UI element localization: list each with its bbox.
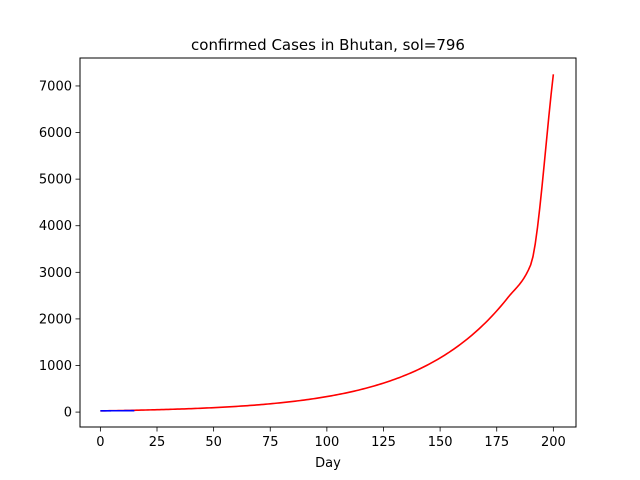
y-tick-label: 5000 [39, 173, 72, 188]
y-tick-label: 7000 [39, 79, 72, 94]
series-line-0 [100, 74, 555, 412]
x-tick-label: 200 [541, 435, 566, 450]
y-tick-label: 3000 [39, 266, 72, 281]
x-tick-label: 25 [149, 435, 166, 450]
x-tick-label: 150 [428, 435, 453, 450]
y-tick-label: 4000 [39, 219, 72, 234]
plot-area [100, 74, 555, 412]
x-tick-label: 100 [314, 435, 339, 450]
y-tick-label: 0 [64, 406, 72, 421]
x-tick-label: 0 [96, 435, 104, 450]
y-tick-label: 6000 [39, 126, 72, 141]
y-tick-label: 2000 [39, 312, 72, 327]
x-tick-label: 175 [484, 435, 509, 450]
plot-frame [79, 57, 577, 428]
x-tick-label: 50 [205, 435, 222, 450]
x-tick-label: 125 [371, 435, 396, 450]
y-axis: 0 1000 2000 3000 4000 5000 6000 7000 [39, 79, 80, 421]
chart-title: confirmed Cases in Bhutan, sol=796 [191, 36, 465, 54]
x-axis-label: Day [315, 456, 341, 471]
y-tick-label: 1000 [39, 359, 72, 374]
x-axis: 0 25 50 75 100 125 150 175 200 [96, 427, 566, 450]
x-tick-label: 75 [262, 435, 279, 450]
